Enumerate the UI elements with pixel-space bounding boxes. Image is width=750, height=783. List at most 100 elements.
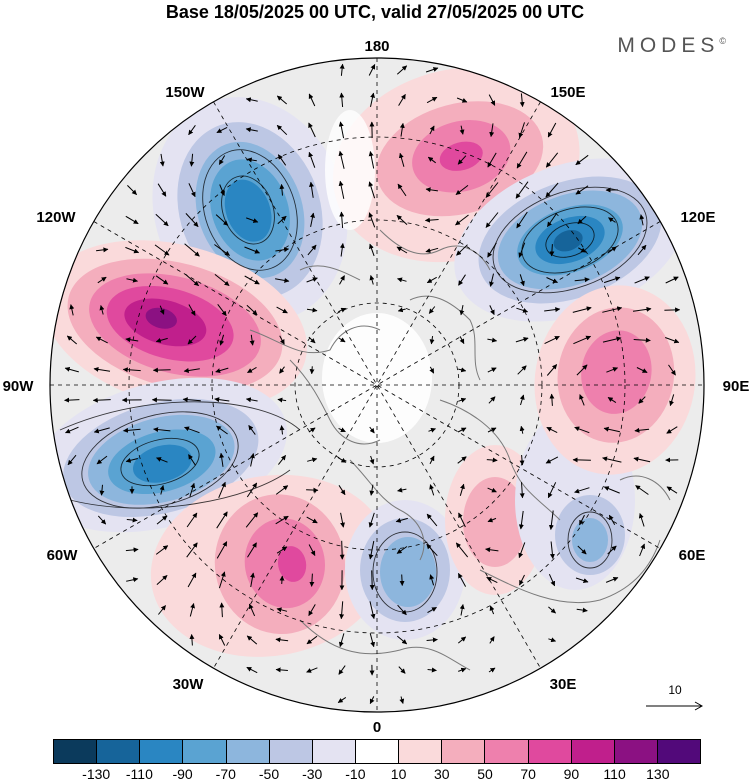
wind-arrow-icon [548, 573, 556, 587]
wind-arrow-icon [458, 367, 467, 373]
colorbar-segment [399, 740, 443, 763]
wind-arrow-icon [399, 122, 405, 137]
wind-arrow-icon [188, 125, 196, 136]
map-boundary [49, 57, 705, 713]
label-180: 180 [364, 38, 389, 55]
wind-arrow-icon [428, 306, 436, 314]
wind-arrow-icon [189, 603, 195, 617]
wind-arrow-icon [516, 211, 528, 229]
wind-arrow-icon [638, 396, 646, 404]
wind-arrow-icon [338, 150, 345, 169]
wind-arrow-icon [633, 456, 651, 463]
wind-arrow-icon [518, 542, 526, 559]
wind-arrow-icon [459, 305, 465, 316]
label-30w: 30W [173, 676, 205, 693]
map-title: Base 18/05/2025 00 UTC, valid 27/05/2025… [165, 2, 585, 22]
wind-arrow-icon [218, 155, 226, 165]
wind-arrow-icon [578, 247, 587, 253]
wind-arrow-icon [459, 483, 465, 496]
wind-arrow-icon [396, 215, 408, 225]
wind-arrow-icon [458, 667, 467, 673]
wind-arrow-icon [339, 211, 345, 229]
brand-logo: MODES© [617, 34, 726, 58]
wind-arrow-icon [276, 306, 288, 314]
wind-arrow-icon [369, 696, 375, 705]
wind-arrow-icon [69, 304, 75, 316]
wind-arrow-icon [577, 545, 587, 555]
wind-arrow-icon [246, 157, 257, 163]
wind-arrow-icon [489, 123, 495, 138]
wind-arrow-icon [279, 183, 285, 196]
wind-arrow-icon [159, 305, 165, 315]
wind-arrow-icon [607, 396, 617, 404]
wind-arrow-icon [397, 277, 407, 283]
wind-arrow-icon [519, 425, 525, 434]
wind-arrow-icon [188, 304, 196, 316]
wind-arrow-icon [99, 305, 105, 315]
wind-arrow-icon [155, 337, 168, 343]
wind-arrow-icon [125, 246, 140, 254]
wind-arrow-icon [368, 512, 375, 528]
wind-arrow-icon [126, 277, 138, 283]
anomaly-positive-40w [150, 474, 390, 657]
wind-arrow-icon [426, 513, 438, 527]
wind-arrow-icon [338, 121, 345, 139]
wind-arrow-icon [368, 181, 376, 199]
wind-arrow-icon [307, 457, 318, 463]
wind-arrow-icon [664, 307, 681, 313]
label-150e: 150E [550, 84, 585, 101]
wind-arrow-icon [214, 244, 231, 256]
wind-arrow-icon [188, 454, 196, 466]
map-disc [50, 58, 704, 712]
wind-arrow-icon [515, 181, 529, 199]
contour-lines [59, 149, 648, 613]
colorbar-tick-label: 110 [603, 766, 626, 782]
colorbar-segment [528, 740, 572, 763]
wind-arrow-icon [398, 93, 406, 106]
colorbar [53, 739, 701, 764]
wind-arrow-icon [96, 455, 108, 465]
wind-arrow-icon [156, 457, 168, 463]
wind-arrow-icon [184, 426, 200, 434]
wind-arrow-icon [489, 273, 494, 287]
wind-arrow-icon [154, 244, 170, 256]
wind-arrow-icon [308, 604, 316, 617]
label-30e: 30E [550, 676, 577, 693]
wind-arrow-icon [122, 367, 141, 373]
wind-arrow-icon [250, 453, 255, 467]
wind-arrow-icon [370, 92, 375, 108]
wind-arrow-icon [153, 427, 171, 433]
wind-arrow-icon [245, 97, 258, 103]
wind-arrow-icon [214, 397, 230, 403]
wind-arrow-icon [337, 696, 347, 704]
wind-arrow-icon [308, 427, 316, 433]
wind-arrow-icon [151, 397, 172, 403]
wind-arrow-icon [125, 215, 139, 225]
wind-arrow-icon [516, 307, 529, 313]
colorbar-segment [485, 740, 529, 763]
wind-arrow-icon [93, 427, 110, 434]
anomaly-negative-130e [454, 158, 686, 322]
wind-arrow-icon [487, 367, 497, 373]
wind-arrow-icon [276, 124, 288, 136]
wind-arrow-icon [368, 64, 376, 76]
colorbar-segment [226, 740, 270, 763]
wind-arrow-icon [369, 570, 375, 591]
wind-arrow-icon [519, 93, 525, 108]
wind-arrow-icon [215, 425, 228, 435]
wind-arrow-icon [276, 546, 288, 554]
wind-arrow-icon [306, 667, 318, 673]
wind-arrow-icon [97, 276, 107, 284]
wind-arrow-icon [339, 92, 345, 108]
wind-arrow-icon [485, 182, 499, 198]
wind-arrow-icon [339, 540, 345, 560]
wind-arrow-icon [219, 452, 225, 467]
wind-arrow-icon [125, 457, 138, 463]
wind-arrow-icon [576, 364, 588, 376]
wind-arrow-icon [485, 547, 499, 553]
wind-arrow-icon [308, 122, 316, 138]
wind-arrow-icon [544, 307, 561, 313]
wind-arrow-icon [188, 183, 196, 198]
wind-arrow-icon [575, 154, 589, 166]
wind-arrow-icon [608, 514, 616, 526]
